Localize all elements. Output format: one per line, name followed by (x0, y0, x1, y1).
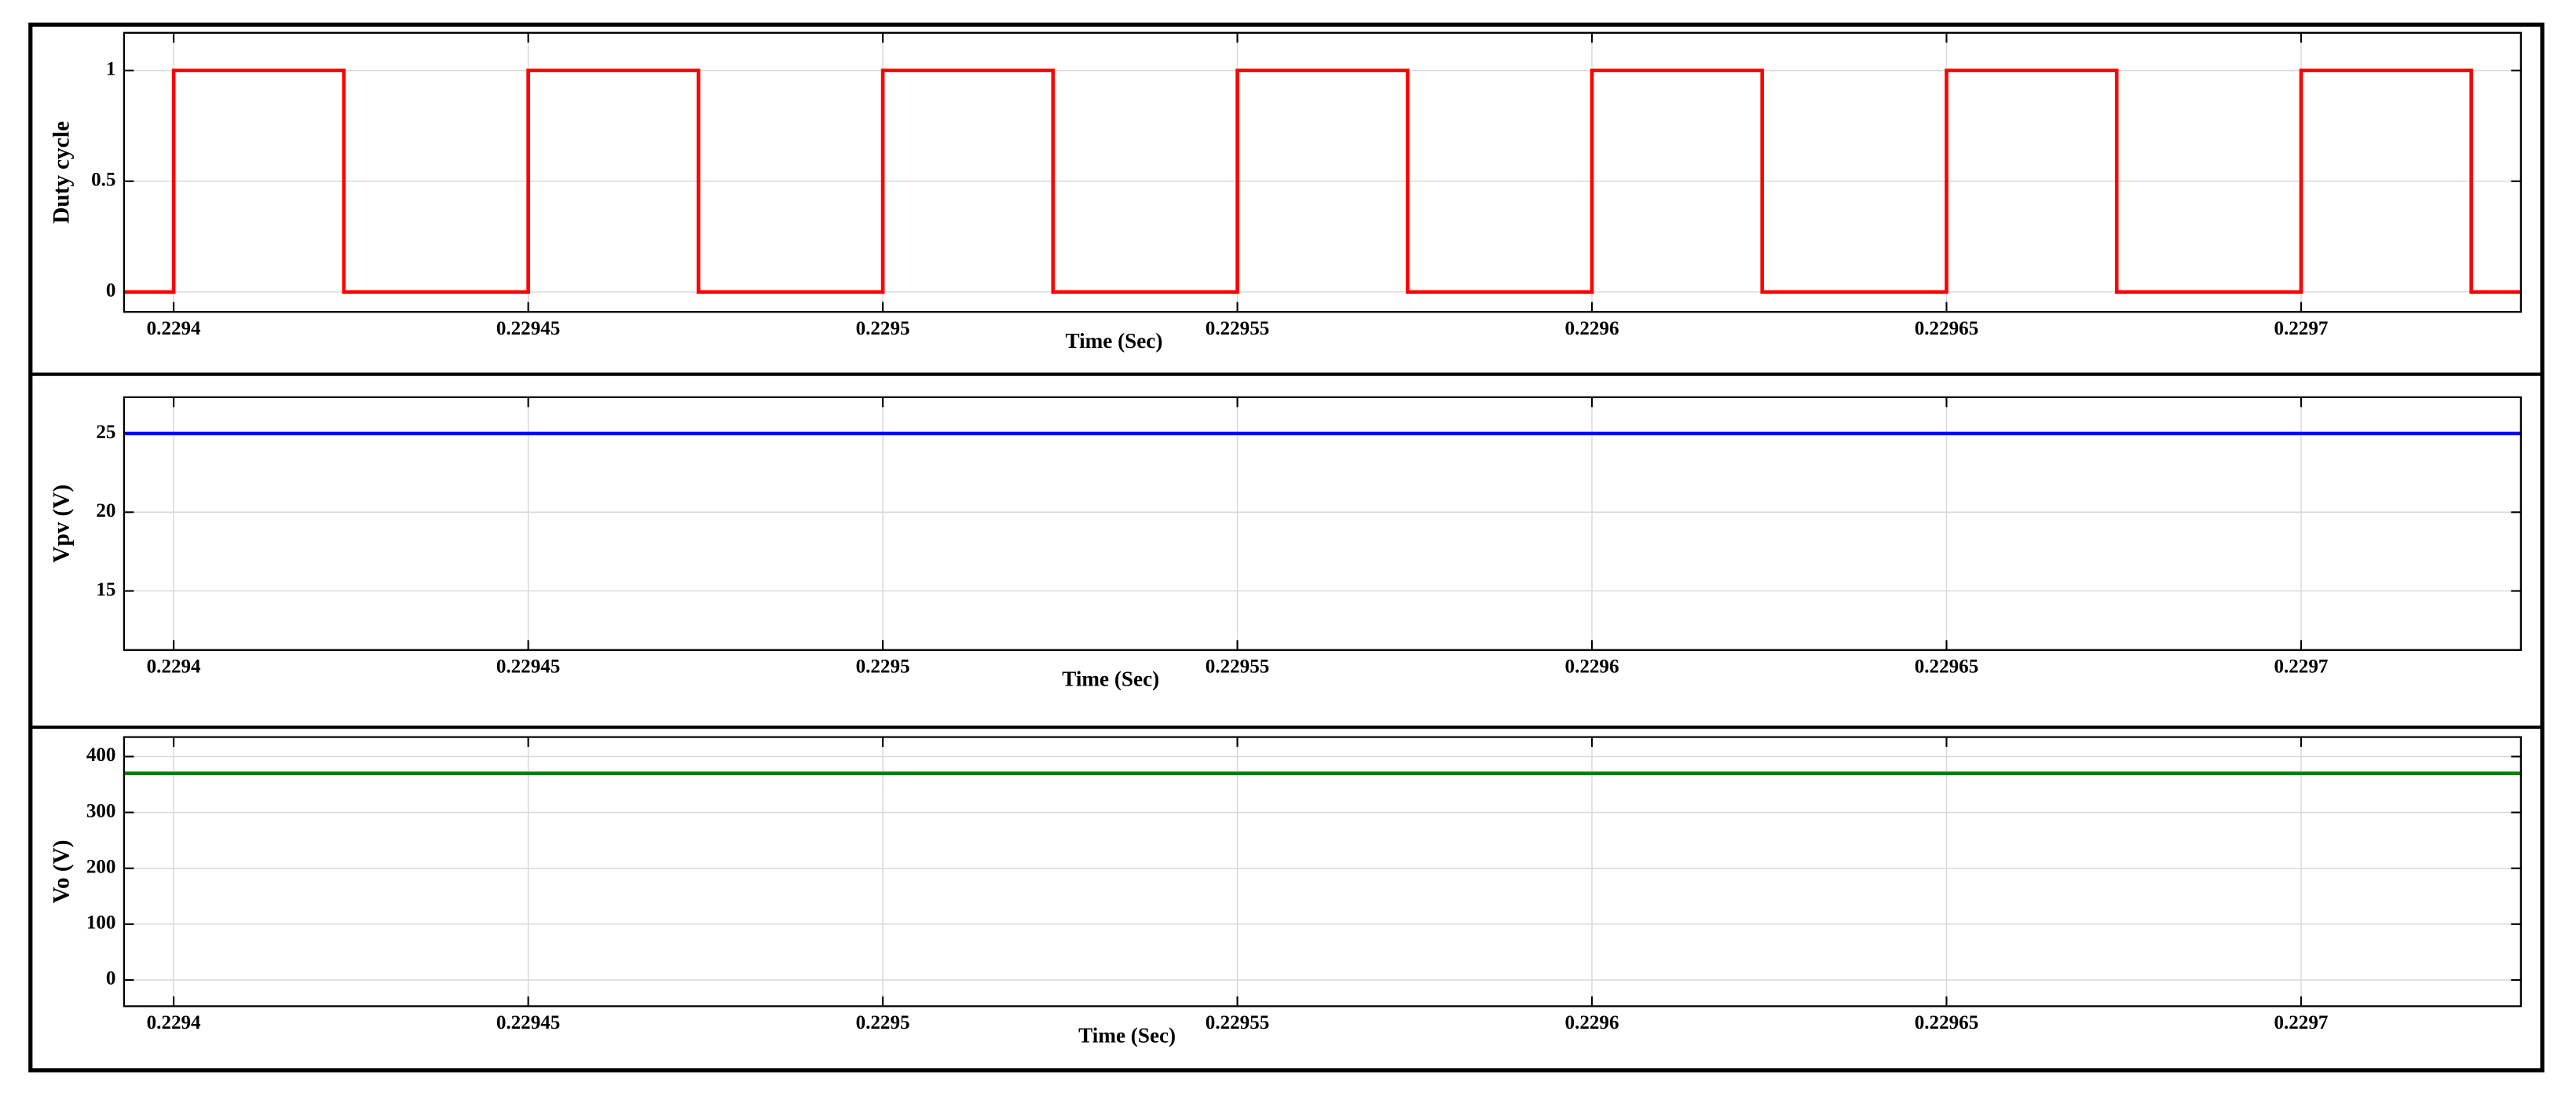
y-tick-label: 0 (106, 280, 116, 302)
y-axis-title: Duty cycle (49, 121, 74, 224)
x-tick-label: 0.2294 (147, 318, 201, 339)
y-axis-title: Vo (V) (49, 839, 74, 903)
y-tick-label: 0.5 (91, 170, 115, 191)
y-tick-label: 1 (106, 59, 116, 80)
x-tick-label: 0.22965 (1915, 318, 1979, 339)
x-tick-label: 0.22945 (496, 1012, 561, 1033)
x-axis-title: Time (Sec) (1078, 1023, 1176, 1047)
x-tick-label: 0.2297 (2274, 1012, 2328, 1033)
y-tick-label: 400 (86, 744, 116, 766)
x-tick-label: 0.22955 (1206, 656, 1270, 678)
y-tick-label: 100 (86, 912, 116, 934)
x-tick-label: 0.2295 (856, 656, 910, 678)
y-tick-label: 15 (96, 579, 115, 600)
x-axis-title: Time (Sec) (1062, 667, 1159, 691)
y-tick-label: 200 (86, 856, 116, 877)
x-tick-label: 0.2295 (856, 318, 910, 339)
x-tick-label: 0.22965 (1915, 1012, 1979, 1033)
x-tick-label: 0.2296 (1565, 318, 1619, 339)
plot-border (123, 396, 2522, 651)
x-tick-label: 0.22945 (496, 318, 561, 339)
plot-area (123, 736, 2522, 1007)
y-tick-label: 20 (96, 500, 115, 521)
y-tick-label: 25 (96, 422, 115, 443)
x-tick-label: 0.22965 (1915, 656, 1979, 678)
x-tick-label: 0.2296 (1565, 1012, 1619, 1033)
x-tick-label: 0.2294 (147, 656, 201, 678)
x-tick-label: 0.22945 (496, 656, 561, 678)
plot-area (123, 31, 2522, 313)
x-tick-label: 0.2296 (1565, 656, 1619, 678)
signal-line (123, 68, 2521, 294)
x-axis-title: Time (Sec) (1065, 329, 1162, 353)
x-tick-label: 0.22955 (1206, 1012, 1270, 1033)
plot-area (123, 396, 2522, 651)
y-tick-label: 0 (106, 968, 116, 989)
plot-border (123, 736, 2522, 1007)
plot-border (123, 31, 2522, 313)
x-tick-label: 0.2297 (2274, 318, 2328, 339)
x-tick-label: 0.2294 (147, 1012, 201, 1033)
y-tick-label: 300 (86, 800, 116, 821)
x-tick-label: 0.22955 (1206, 318, 1270, 339)
x-tick-label: 0.2297 (2274, 656, 2328, 678)
x-tick-label: 0.2295 (856, 1012, 910, 1033)
y-axis-title: Vpv (V) (49, 485, 74, 563)
